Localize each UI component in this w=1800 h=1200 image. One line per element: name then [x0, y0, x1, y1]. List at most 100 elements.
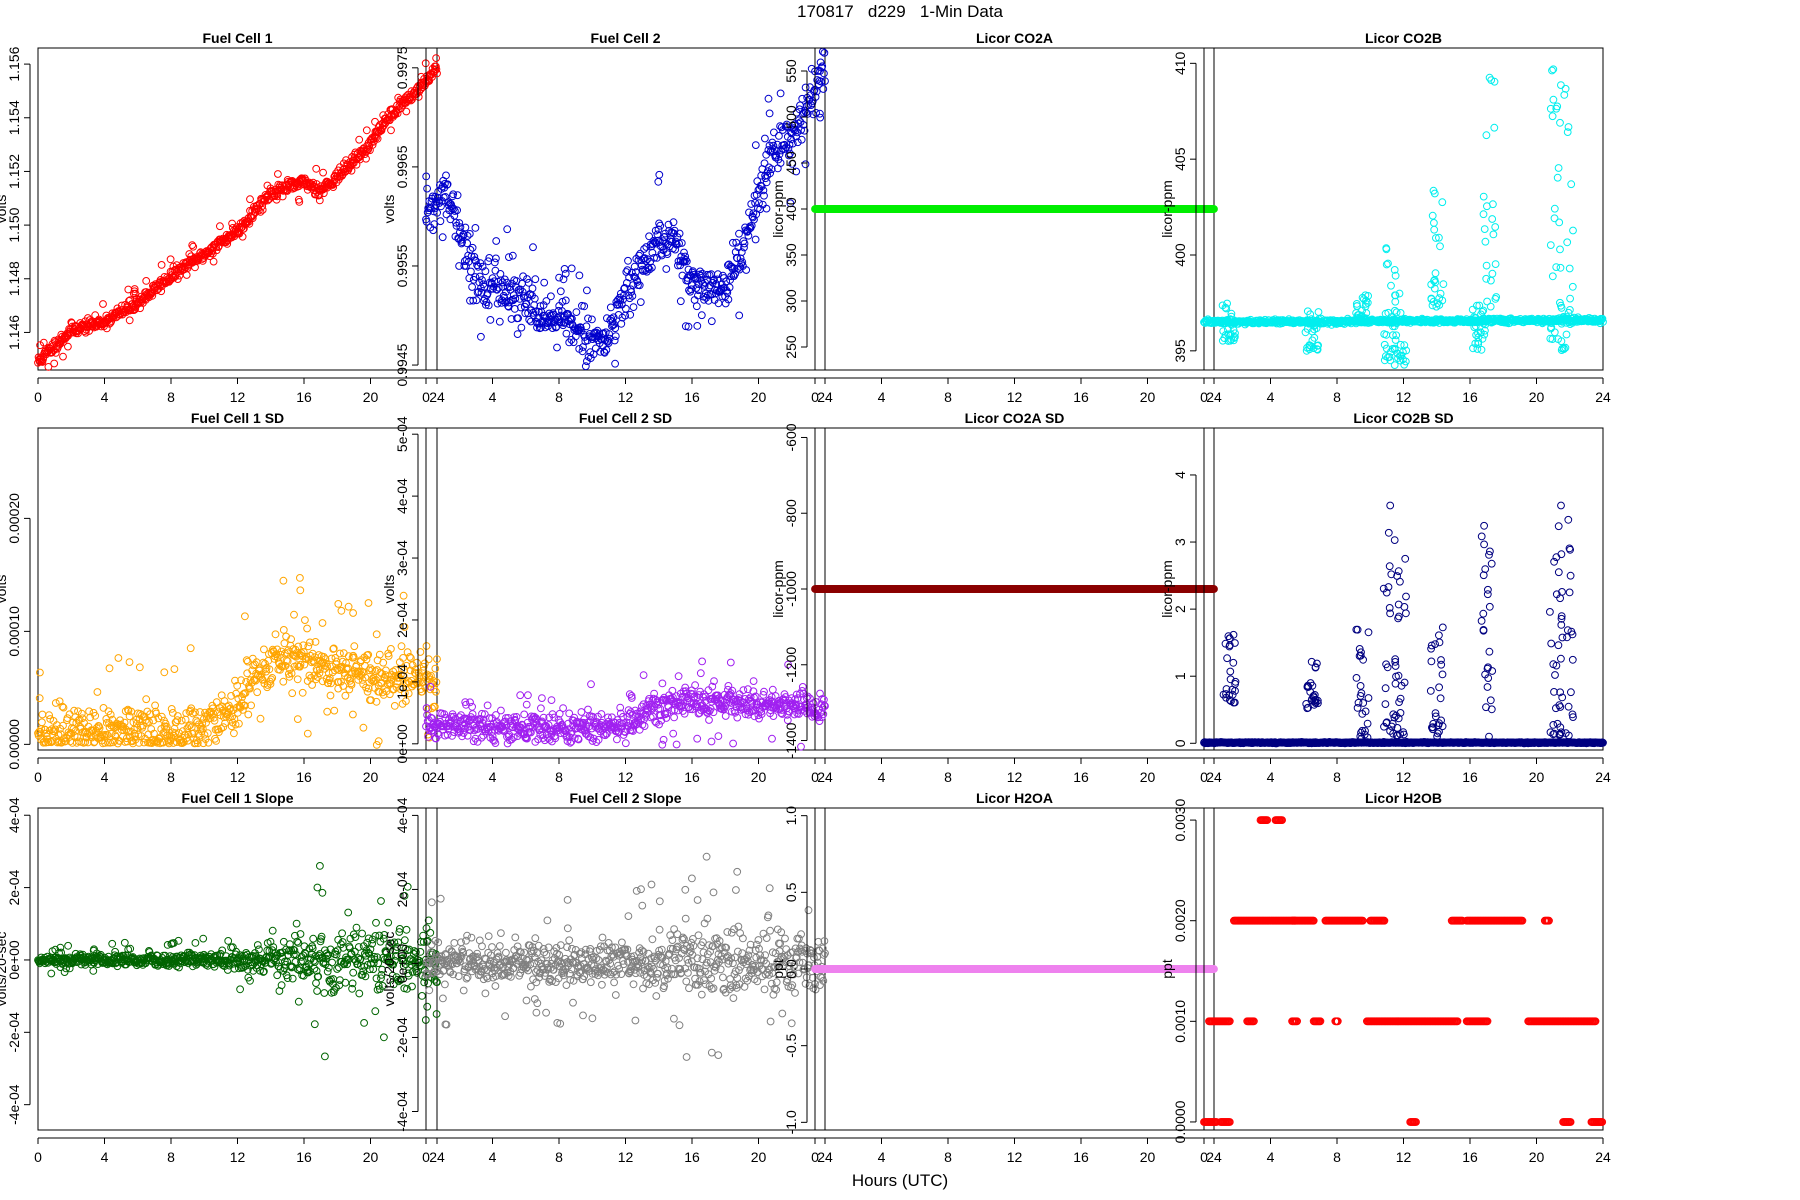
data-point	[334, 600, 343, 608]
data-point	[617, 319, 626, 328]
data-point	[432, 65, 441, 74]
data-point	[1556, 118, 1564, 127]
data-point	[428, 192, 437, 201]
data-point	[326, 691, 335, 700]
data-point	[749, 677, 758, 685]
data-point	[1549, 95, 1558, 104]
x-tick-label: 20	[1529, 389, 1545, 405]
data-point	[521, 309, 530, 318]
data-point	[1477, 345, 1486, 354]
data-point	[93, 688, 102, 696]
data-point	[151, 701, 160, 710]
data-point	[390, 702, 399, 710]
data-point	[621, 304, 630, 313]
x-tick-label: 20	[363, 389, 379, 405]
data-point	[525, 315, 534, 324]
data-point	[465, 230, 474, 238]
y-axis-label: volts	[0, 575, 9, 604]
data-point	[245, 219, 254, 228]
data-point	[432, 54, 441, 62]
data-point	[762, 204, 771, 213]
y-tick-label: 300	[783, 289, 799, 313]
data-point	[1546, 241, 1555, 250]
data-point	[364, 599, 373, 607]
data-point	[514, 314, 522, 323]
data-point	[547, 292, 555, 301]
x-tick-label: 0	[811, 389, 819, 405]
data-point	[553, 343, 561, 352]
x-tick-label: 16	[296, 769, 312, 785]
data-point	[484, 301, 493, 310]
data-point	[125, 658, 134, 666]
data-point	[481, 267, 490, 276]
y-tick-label: 0.9945	[394, 343, 410, 386]
data-point	[453, 206, 462, 215]
data-point	[517, 323, 526, 332]
panel-0: Fuel Cell 10 4 8 12 16 20 241.1461.1481.1501.1…	[0, 30, 445, 405]
data-point	[1565, 264, 1574, 273]
data-point	[540, 278, 549, 287]
data-point	[125, 316, 134, 325]
panel-1: Fuel Cell 20 4 8 12 16 20 240.99450.99550.9965…	[381, 30, 833, 405]
data-point	[429, 226, 438, 235]
data-point	[1561, 84, 1570, 93]
data-point	[458, 238, 467, 247]
data-point	[698, 657, 706, 666]
data-point	[105, 664, 114, 673]
panel-title: Fuel Cell 2 SD	[579, 410, 672, 426]
data-point	[356, 155, 364, 164]
data-point	[44, 363, 53, 371]
x-tick-label: 24	[1206, 769, 1222, 785]
data-point	[142, 695, 151, 704]
data-point	[560, 265, 569, 273]
data-point	[238, 232, 247, 241]
data-point	[99, 300, 107, 308]
y-tick-label: -1200	[783, 647, 799, 683]
data-point	[575, 271, 584, 280]
data-point	[431, 664, 440, 673]
data-point	[279, 677, 288, 686]
data-point	[315, 196, 324, 205]
data-point	[296, 586, 305, 595]
data-point	[312, 164, 321, 173]
data-point	[455, 262, 464, 270]
data-point	[470, 252, 479, 261]
plot-frame	[425, 47, 826, 371]
data-point	[209, 257, 218, 266]
data-point	[621, 739, 630, 748]
x-tick-label: 16	[1462, 389, 1478, 405]
data-point	[486, 316, 495, 324]
data-point	[801, 160, 810, 169]
data-point	[478, 276, 486, 284]
data-point	[658, 740, 667, 749]
data-point	[460, 257, 469, 266]
data-point	[1392, 308, 1401, 317]
y-tick-label: 1.156	[6, 46, 22, 81]
y-tick-label: 395	[1172, 339, 1188, 363]
data-point	[1479, 192, 1488, 201]
data-point	[707, 317, 716, 326]
y-axis-label: licor-ppm	[1159, 180, 1175, 238]
data-point	[468, 243, 477, 252]
x-tick-label: 0	[422, 389, 430, 405]
data-point	[1468, 305, 1477, 314]
data-point	[658, 679, 667, 688]
x-tick-label: 4	[101, 769, 109, 785]
y-tick-label: 1e-04	[394, 664, 410, 700]
data-point	[490, 258, 499, 267]
data-point	[524, 691, 532, 700]
data-point	[1482, 131, 1491, 140]
data-point	[516, 285, 525, 294]
data-point	[672, 740, 681, 749]
data-point	[1568, 282, 1577, 291]
data-point	[587, 680, 595, 689]
panel-title: Fuel Cell 2	[590, 30, 660, 46]
data-point	[375, 650, 384, 659]
data-point	[130, 287, 139, 296]
y-axis-label: volts	[381, 575, 397, 604]
data-point	[256, 208, 265, 216]
x-tick-label: 12	[618, 769, 634, 785]
data-point	[296, 574, 304, 582]
data-point	[319, 185, 328, 194]
data-point	[349, 710, 357, 719]
